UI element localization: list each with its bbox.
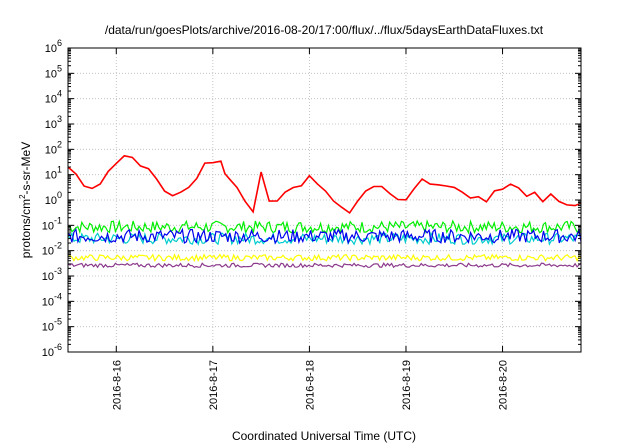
y-tick-label: 10-3 — [42, 266, 62, 283]
band-series-line-0 — [67, 219, 582, 235]
x-tick-label: 2016-8-19 — [401, 360, 413, 410]
y-tick-label: 101 — [45, 165, 62, 182]
y-tick-label: 102 — [45, 139, 62, 156]
y-axis-title-rest: -s-sr-MeV — [19, 142, 33, 195]
plot-frame — [67, 47, 582, 353]
y-tick-label: 10-4 — [42, 291, 62, 308]
y-tick-label: 10-1 — [42, 215, 62, 232]
x-axis-title: Coordinated Universal Time (UTC) — [232, 429, 416, 443]
line-series — [67, 154, 582, 215]
y-tick-label: 10-5 — [42, 317, 62, 334]
ticks — [68, 47, 581, 353]
band-series — [67, 219, 582, 269]
y-axis-title: protons/cm2-s-sr-MeV — [18, 142, 33, 258]
band-series-line-2 — [67, 227, 582, 245]
chart-title: /data/run/goesPlots/archive/2016-08-20/1… — [105, 23, 544, 37]
y-tick-labels: 10-6 10-5 10-4 10-3 10-2 10-1 100 101 102 103 104 1… — [42, 38, 62, 359]
series-line-0 — [67, 154, 582, 215]
y-tick-label: 10-6 — [42, 342, 62, 359]
y-tick-label: 100 — [45, 190, 62, 207]
x-tick-label: 2016-8-20 — [498, 360, 510, 410]
y-tick-label: 106 — [45, 38, 62, 55]
x-tick-label: 2016-8-17 — [208, 360, 220, 410]
y-tick-label: 10-2 — [42, 241, 62, 258]
grid-lines — [68, 48, 581, 352]
x-tick-label: 2016-8-18 — [304, 360, 316, 410]
x-tick-label: 2016-8-16 — [111, 360, 123, 410]
y-tick-label: 105 — [45, 63, 62, 80]
y-axis-title-base: protons/cm — [19, 199, 33, 258]
y-tick-label: 104 — [45, 89, 62, 106]
y-tick-label: 103 — [45, 114, 62, 131]
band-series-line-1 — [67, 231, 582, 247]
band-series-line-4 — [67, 262, 582, 269]
x-tick-labels: 2016-8-16 2016-8-17 2016-8-18 2016-8-19 2016… — [111, 360, 509, 410]
y-axis-title-sup: 2 — [18, 194, 27, 199]
band-series-line-3 — [67, 253, 582, 263]
